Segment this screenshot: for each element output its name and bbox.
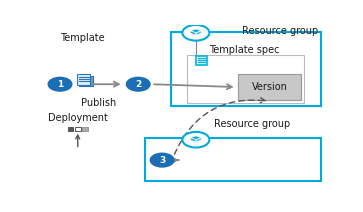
Text: Version: Version [252,82,287,92]
Circle shape [150,153,174,167]
Bar [82,127,88,131]
Polygon shape [196,31,201,35]
FancyBboxPatch shape [187,55,304,103]
Circle shape [182,132,209,148]
FancyArrowPatch shape [175,98,265,154]
FancyBboxPatch shape [145,138,321,181]
Text: Resource group: Resource group [242,26,319,36]
FancyBboxPatch shape [79,76,93,86]
Polygon shape [190,31,196,35]
Polygon shape [190,136,201,140]
Text: 1: 1 [57,80,63,89]
Text: Deployment: Deployment [48,113,108,123]
Bar [68,127,73,131]
FancyBboxPatch shape [238,74,301,100]
Circle shape [48,77,72,91]
Polygon shape [196,138,201,142]
Text: 3: 3 [159,156,165,165]
Circle shape [126,77,150,91]
Text: Template spec: Template spec [208,45,279,55]
Polygon shape [190,138,196,142]
FancyBboxPatch shape [196,56,207,65]
Polygon shape [190,29,201,33]
Text: 2: 2 [135,80,141,89]
Text: Publish: Publish [81,98,117,108]
Circle shape [182,25,209,41]
Bar [75,127,81,131]
FancyBboxPatch shape [171,32,321,106]
Text: Template: Template [60,33,104,43]
FancyBboxPatch shape [77,74,90,85]
Text: Resource group: Resource group [214,119,290,129]
